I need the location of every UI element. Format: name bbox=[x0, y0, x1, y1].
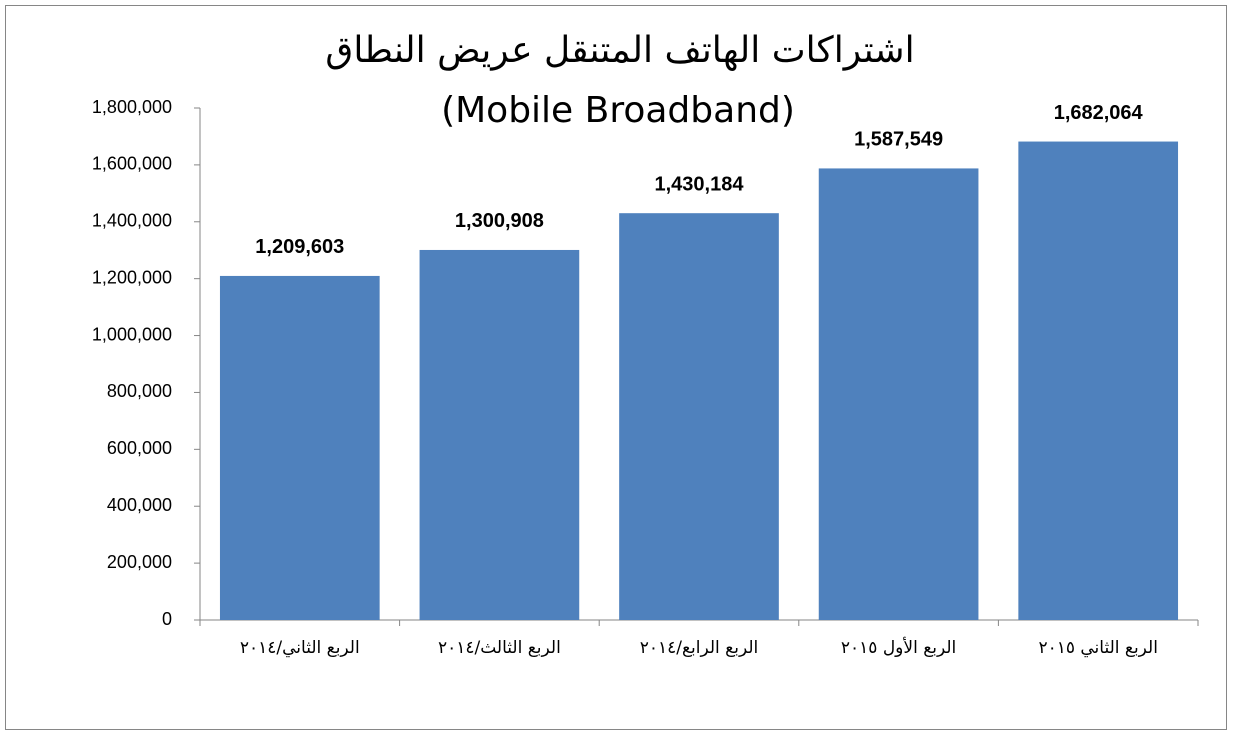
x-tick-label: الربع الرابع/٢٠١٤ bbox=[640, 638, 759, 658]
y-tick-label: 400,000 bbox=[107, 495, 172, 515]
y-tick-label: 200,000 bbox=[107, 552, 172, 572]
y-tick-label: 600,000 bbox=[107, 438, 172, 458]
data-label: 1,300,908 bbox=[455, 210, 544, 232]
y-tick-label: 1,400,000 bbox=[92, 211, 172, 231]
y-tick-label: 1,000,000 bbox=[92, 324, 172, 344]
x-tick-label: الربع الثالث/٢٠١٤ bbox=[438, 638, 561, 658]
data-label: 1,430,184 bbox=[655, 173, 745, 195]
y-tick-label: 800,000 bbox=[107, 381, 172, 401]
y-tick-label: 1,600,000 bbox=[92, 154, 172, 174]
bar bbox=[1018, 141, 1179, 620]
bar bbox=[219, 275, 380, 620]
bar bbox=[818, 168, 979, 620]
bar bbox=[419, 249, 580, 621]
chart-title: اشتراكات الهاتف المتنقل عريض النطاق bbox=[325, 30, 914, 71]
x-tick-label: الربع الثاني ٢٠١٥ bbox=[1038, 638, 1158, 658]
x-tick-label: الربع الأول ٢٠١٥ bbox=[841, 637, 956, 658]
y-tick-label: 0 bbox=[162, 609, 172, 629]
bar bbox=[619, 213, 779, 620]
y-tick-label: 1,200,000 bbox=[92, 267, 172, 287]
data-label: 1,209,603 bbox=[255, 236, 344, 258]
data-label: 1,682,064 bbox=[1054, 102, 1144, 124]
data-label: 1,587,549 bbox=[854, 129, 943, 151]
chart-title: (Mobile Broadband) bbox=[441, 90, 795, 131]
x-tick-label: الربع الثاني/٢٠١٤ bbox=[240, 638, 360, 658]
y-tick-label: 1,800,000 bbox=[92, 97, 172, 117]
